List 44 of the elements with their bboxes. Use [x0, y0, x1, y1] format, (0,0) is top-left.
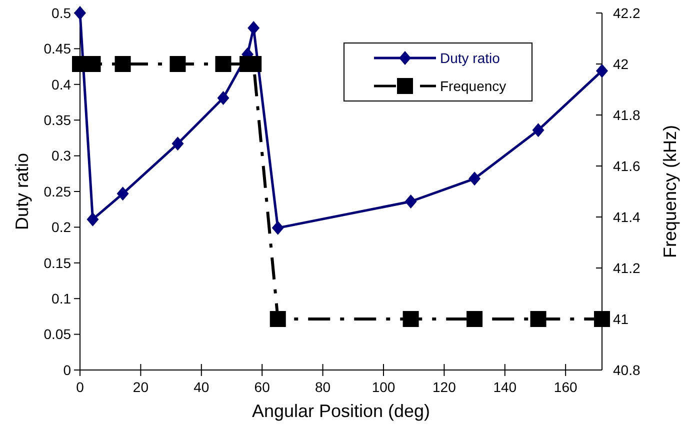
point [116, 186, 129, 201]
y2-tick-label: 41 [613, 310, 629, 327]
y-tick-label: 0.2 [52, 219, 72, 236]
point [217, 90, 230, 105]
y-tick-label: 0.05 [44, 326, 72, 342]
x-tick-label: 80 [315, 379, 331, 395]
y-tick-label: 0.4 [52, 76, 72, 92]
x-tick-label: 0 [76, 379, 84, 395]
x-tick-label: 40 [194, 379, 210, 395]
y-tick-label: 0.5 [52, 4, 72, 21]
y-tick-label: 0.3 [52, 148, 72, 164]
y2-tick-label: 40.8 [613, 362, 640, 378]
y-tick-label: 0.1 [52, 290, 72, 306]
point [404, 194, 417, 208]
y-tick-label: 0.35 [44, 112, 72, 128]
point [74, 6, 86, 20]
point [468, 172, 481, 186]
point [86, 212, 99, 226]
x-tick-label: 140 [493, 379, 517, 395]
x-tick-label: 160 [554, 379, 578, 395]
legend-label: Duty ratio [440, 50, 500, 66]
y-tick-label: 0.25 [44, 183, 72, 200]
y2-tick-label: 42 [613, 56, 629, 72]
point [596, 64, 608, 78]
y-tick-label: 0.45 [44, 40, 72, 57]
y-tick-label: 0.15 [44, 254, 72, 271]
x-tick-label: 60 [254, 379, 270, 395]
point [172, 136, 184, 151]
y2-tick-label: 41.2 [613, 260, 640, 276]
x-tick-label: 20 [132, 379, 149, 395]
y2-tick-label: 41.8 [613, 106, 640, 123]
y2-tick-label: 42.2 [613, 4, 640, 21]
x-tick-label: 120 [432, 379, 456, 395]
point [248, 20, 260, 35]
point [272, 220, 284, 235]
y2-tick-label: 41.4 [613, 208, 640, 225]
x-tick-label: 100 [372, 379, 396, 395]
y-tick-label: 0 [63, 362, 72, 378]
y2-axis-title: Frequency (kHz) [660, 124, 680, 258]
y-axis-title: Duty ratio [12, 152, 32, 230]
point [532, 123, 544, 138]
legend-label: Frequency [440, 78, 506, 94]
x-axis-title: Angular Position (deg) [252, 401, 430, 421]
y2-tick-label: 41.6 [613, 158, 640, 174]
